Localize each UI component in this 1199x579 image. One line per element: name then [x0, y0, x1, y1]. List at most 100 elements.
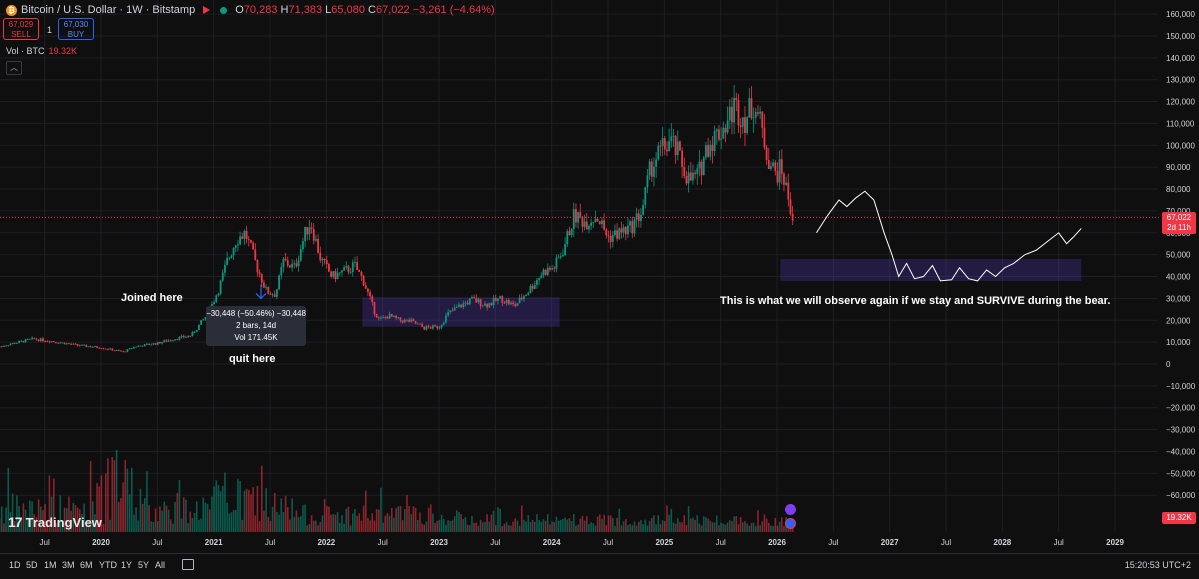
volume-bar	[200, 519, 202, 532]
candle-body	[148, 344, 150, 345]
timeframe-5y[interactable]: 5Y	[138, 560, 149, 570]
candle-body	[315, 239, 317, 241]
volume-bar	[709, 521, 711, 532]
candle-body	[222, 273, 224, 281]
volume-bar	[124, 460, 126, 532]
range-box[interactable]	[362, 297, 559, 327]
sell-button[interactable]: 67,029 SELL	[3, 18, 39, 40]
candle-body	[127, 349, 129, 351]
volume-bar	[196, 501, 198, 532]
volume-bar	[599, 514, 601, 532]
volume-bar	[467, 525, 469, 532]
date-range-icon[interactable]	[182, 559, 194, 570]
volume-bar	[324, 499, 326, 532]
candle-body	[694, 173, 696, 174]
candle-body	[783, 174, 785, 185]
timeframe-3m[interactable]: 3M	[62, 560, 75, 570]
candle-body	[59, 343, 61, 344]
volume-bar	[616, 518, 618, 532]
volume-bar	[774, 518, 776, 532]
collapse-legend-button[interactable]: ︿	[6, 61, 22, 75]
volume-bar	[469, 525, 471, 532]
y-tick-label: 0	[1166, 360, 1171, 369]
candle-body	[696, 168, 698, 174]
calendar-event-icon[interactable]	[785, 518, 796, 529]
volume-bar	[705, 517, 707, 532]
timeframe-all[interactable]: All	[155, 560, 165, 570]
volume-bar	[114, 460, 116, 532]
y-tick-label: 50,000	[1166, 251, 1191, 260]
candle-body	[300, 249, 302, 260]
clock[interactable]: 15:20:53 UTC+2	[1125, 560, 1191, 570]
candle-body	[746, 117, 748, 133]
candle-body	[592, 222, 594, 223]
volume-bar	[133, 515, 135, 532]
volume-bar	[244, 491, 246, 532]
candle-body	[90, 346, 92, 347]
timeframe-ytd[interactable]: YTD	[99, 560, 117, 570]
volume-bar	[536, 514, 538, 532]
candle-body	[365, 285, 367, 288]
candle-body	[649, 162, 651, 176]
candle-body	[272, 294, 274, 295]
candle-body	[410, 319, 412, 321]
volume-bar	[579, 519, 581, 532]
timeframe-1m[interactable]: 1M	[44, 560, 57, 570]
volume-bar	[722, 524, 724, 532]
timeframe-1y[interactable]: 1Y	[121, 560, 132, 570]
volume-bar	[484, 522, 486, 532]
candle-body	[174, 339, 176, 340]
volume-bar	[618, 509, 620, 532]
candle-body	[18, 341, 20, 343]
candle-body	[772, 163, 774, 166]
tradingview-logo: 17 TradingView	[8, 514, 102, 530]
volume-bar	[185, 500, 187, 532]
volume-bar	[387, 513, 389, 532]
volume-bar	[378, 510, 380, 532]
candle-body	[391, 314, 393, 317]
symbol-legend[interactable]: ₿ Bitcoin / U.S. Dollar · 1W · Bitstamp …	[6, 4, 495, 16]
candle-body	[532, 286, 534, 289]
y-tick-label: 30,000	[1166, 294, 1191, 303]
bottom-toolbar: 1D 5D 1M 3M 6M YTD 1Y 5Y All 15:20:53 UT…	[0, 553, 1199, 579]
volume-bar	[345, 509, 347, 532]
range-boxes[interactable]	[362, 259, 1081, 327]
candle-body	[404, 320, 406, 323]
candle-body	[23, 341, 25, 342]
volume-bar	[595, 526, 597, 532]
volume-bar	[454, 516, 456, 532]
buy-button[interactable]: 67,030 BUY	[58, 18, 94, 40]
candle-body	[527, 293, 529, 295]
candle-body	[235, 245, 237, 248]
candle-body	[655, 159, 657, 166]
candle-body	[261, 274, 263, 283]
volume-bar	[356, 516, 358, 532]
volume-bar	[313, 521, 315, 532]
candle-body	[560, 256, 562, 257]
timeframe-6m[interactable]: 6M	[80, 560, 93, 570]
candle-body	[454, 308, 456, 311]
timeframe-1d[interactable]: 1D	[9, 560, 21, 570]
candle-body	[384, 317, 386, 318]
volume-bar	[352, 513, 354, 532]
volume-bar	[155, 508, 157, 532]
range-box[interactable]	[780, 259, 1081, 281]
volume-bar	[441, 515, 443, 532]
event-icon[interactable]	[785, 504, 796, 515]
annotation-observe[interactable]: This is what we will observe again if we…	[720, 295, 1110, 307]
candle-body	[114, 350, 116, 351]
timeframe-5d[interactable]: 5D	[26, 560, 38, 570]
annotation-quit[interactable]: quit here	[229, 353, 275, 365]
annotation-joined[interactable]: Joined here	[121, 292, 183, 304]
candle-body	[423, 327, 425, 330]
price-axis[interactable]: 160,000150,000140,000130,000120,000110,0…	[1166, 10, 1196, 500]
flag-icon[interactable]	[203, 6, 210, 14]
candle-body	[692, 173, 694, 181]
candle-body	[105, 349, 107, 350]
candle-body	[413, 319, 415, 321]
candle-body	[709, 145, 711, 157]
volume-bar	[640, 520, 642, 532]
